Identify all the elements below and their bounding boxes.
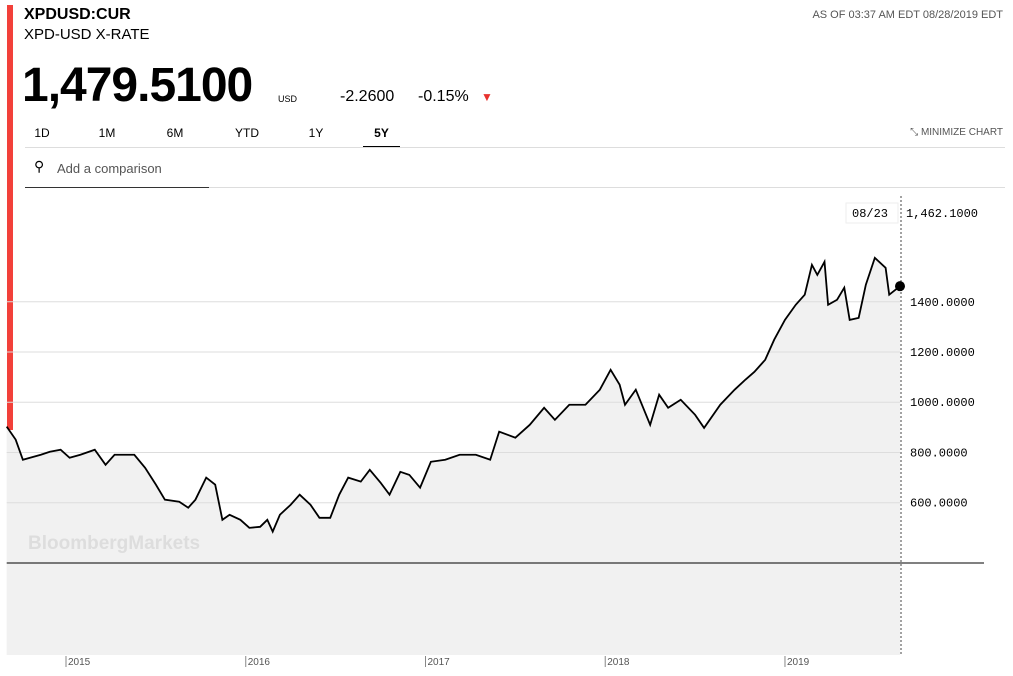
date-label: 08/23 [852,207,888,221]
instrument-name: XPD-USD X-RATE [24,26,150,43]
timestamp: AS OF 03:37 AM EDT 08/28/2019 EDT [812,9,1003,21]
minimize-chart[interactable]: ⤡ MINIMIZE CHART [910,127,1003,138]
range-button[interactable]: 1Y [308,126,324,140]
price: 1,479.5100 [22,59,253,112]
currency: USD [278,94,298,104]
plot: 600.0000 800.0000 1000.0000 1200.0000 1400.0… [5,196,984,668]
divider [209,187,1005,188]
minimize-label: MINIMIZE CHART [920,127,1003,138]
symbol: XPDUSD:CUR [24,6,131,23]
date-label-bg [845,202,899,224]
minimize-icon: ⤡ [910,127,921,138]
y-tick-label: 600.0000 [910,497,968,511]
x-tick-label: 2018 [607,657,630,668]
comparison-placeholder: Add a comparison [57,161,162,176]
range-button[interactable]: 6M [166,126,184,140]
range-button[interactable]: 1M [98,126,116,140]
search-icon: ⚲ [34,158,45,174]
comparison-input[interactable]: Add a comparison [25,160,209,188]
y-tick-label: 1400.0000 [910,296,975,310]
x-tick-label: 2016 [248,657,271,668]
range-button[interactable]: YTD [235,126,259,140]
price-line [5,256,901,534]
area [6,257,900,655]
y-tick-label: 1000.0000 [910,396,975,410]
last-point [895,281,905,292]
y-tick-label: 1200.0000 [910,346,975,360]
accent-bar [7,5,13,430]
x-tick-label: 2017 [427,657,450,668]
value-label: 1,462.1000 [906,207,978,221]
divider [25,147,1005,148]
down-arrow: ▼ [481,90,493,104]
x-tick-label: 2015 [68,657,91,668]
watermark: BloombergMarkets [28,533,200,554]
y-tick-label: 800.0000 [910,446,968,460]
range-button[interactable]: 1D [34,126,50,140]
change: -2.2600 [340,88,395,105]
x-tick-label: 2019 [787,657,810,668]
change-percent: -0.15% [418,88,469,105]
